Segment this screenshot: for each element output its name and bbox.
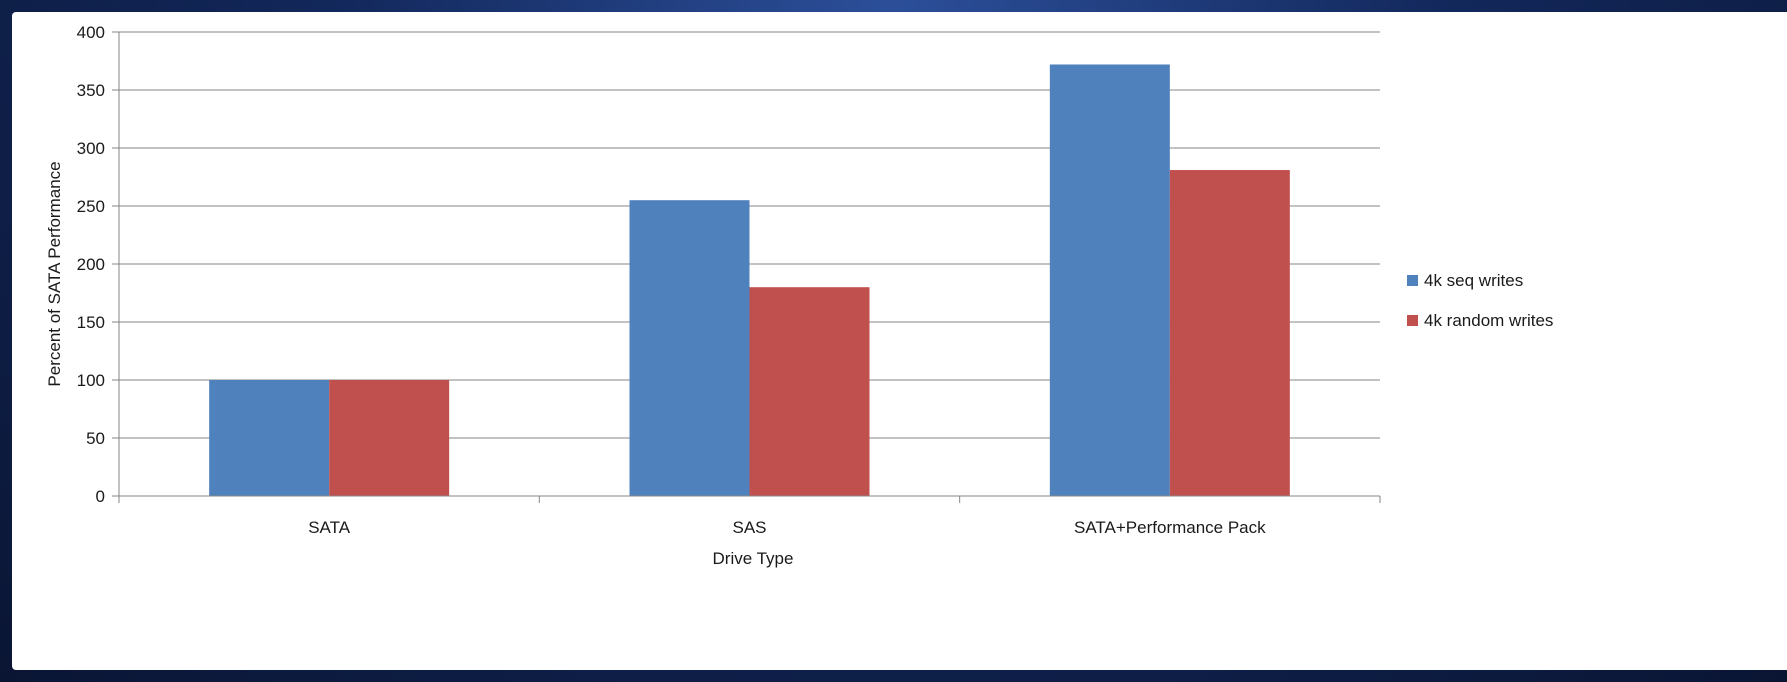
- bar-4k-seq-writes: [209, 380, 330, 496]
- bar-4k-seq-writes: [1049, 64, 1170, 497]
- legend-label: 4k random writes: [1424, 311, 1553, 330]
- y-tick-label: 50: [86, 429, 105, 448]
- x-axis-title: Drive Type: [713, 549, 794, 568]
- y-tick-label: 400: [77, 23, 105, 42]
- bars: [209, 64, 1290, 497]
- x-tick-label: SATA+Performance Pack: [1074, 518, 1266, 537]
- axes: 0 50 100 150 200 250 300 350 400 SATA SAS SATA+Perf…: [77, 23, 1381, 537]
- y-tick-label: 150: [77, 313, 105, 332]
- y-tick-label: 350: [77, 81, 105, 100]
- y-tick-label: 250: [77, 197, 105, 216]
- legend-swatch: [1407, 315, 1418, 326]
- x-tick-label: SATA: [308, 518, 351, 537]
- bar-4k-seq-writes: [629, 200, 750, 496]
- x-tick-label: SAS: [732, 518, 766, 537]
- bar-4k-random-writes: [749, 287, 870, 496]
- chart-panel: 0 50 100 150 200 250 300 350 400 SATA SAS SATA+Perf…: [12, 12, 1787, 670]
- legend: 4k seq writes 4k random writes: [1407, 271, 1553, 330]
- legend-label: 4k seq writes: [1424, 271, 1523, 290]
- y-axis-title: Percent of SATA Performance: [45, 161, 64, 386]
- y-tick-label: 100: [77, 371, 105, 390]
- y-tick-label: 0: [96, 487, 105, 506]
- bar-chart: 0 50 100 150 200 250 300 350 400 SATA SAS SATA+Perf…: [45, 23, 1553, 568]
- y-tick-label: 300: [77, 139, 105, 158]
- bar-4k-random-writes: [329, 380, 450, 496]
- bar-4k-random-writes: [1169, 170, 1290, 497]
- y-tick-label: 200: [77, 255, 105, 274]
- legend-swatch: [1407, 275, 1418, 286]
